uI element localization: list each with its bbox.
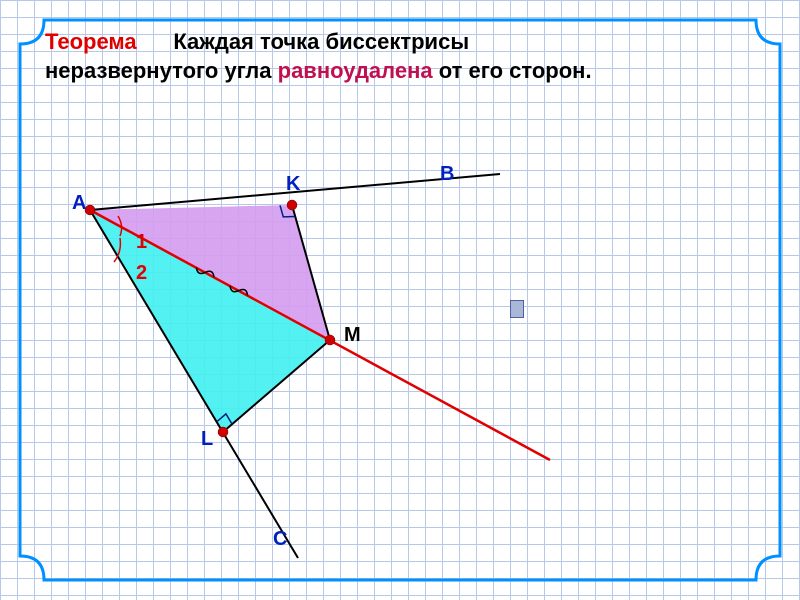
- label-C: C: [273, 528, 287, 551]
- theorem-statement: Теорема Каждая точка биссектрисы неразве…: [45, 28, 765, 85]
- angle-label-2: 2: [136, 262, 147, 285]
- label-L: L: [201, 428, 213, 451]
- point-K: [287, 200, 297, 210]
- theorem-word: Теорема: [45, 29, 137, 54]
- point-M: [325, 335, 335, 345]
- theorem-highlight: равноудалена: [278, 58, 433, 83]
- label-B: B: [440, 163, 454, 186]
- line-AM_bisector: [90, 210, 550, 460]
- point-L: [218, 427, 228, 437]
- label-M: M: [344, 324, 361, 347]
- label-A: A: [72, 192, 86, 215]
- theorem-part1: Каждая точка биссектрисы: [173, 29, 469, 54]
- theorem-part2a: неразвернутого угла: [45, 58, 278, 83]
- label-K: K: [286, 173, 300, 196]
- geometry-diagram: [0, 0, 800, 600]
- point-A: [85, 205, 95, 215]
- angle-label-1: 1: [136, 231, 147, 254]
- decor-rect: [510, 300, 524, 318]
- theorem-part2b: от его сторон.: [433, 58, 592, 83]
